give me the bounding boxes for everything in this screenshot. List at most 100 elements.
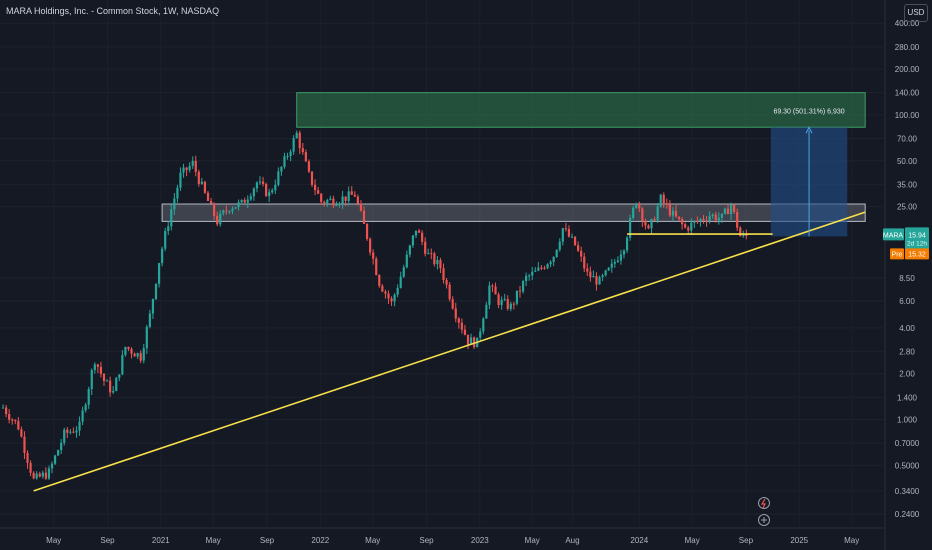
candle-body — [405, 254, 408, 268]
candle-body — [714, 214, 717, 221]
candle-body — [607, 267, 610, 271]
plus-icon[interactable] — [758, 514, 770, 526]
candle-body — [53, 455, 57, 464]
lightning-icon[interactable] — [758, 497, 770, 509]
candle-body — [350, 191, 353, 195]
candle-body — [121, 354, 124, 375]
candle-body — [586, 268, 589, 272]
candle-body — [243, 199, 246, 203]
candle-body — [231, 208, 234, 212]
candle-body — [292, 138, 295, 152]
candle-body — [616, 260, 619, 262]
candle-body — [668, 204, 671, 216]
candle-body — [124, 346, 127, 355]
candle-body — [96, 364, 99, 367]
candle-body — [454, 308, 457, 319]
candle-body — [323, 201, 326, 204]
y-tick-label: 70.00 — [897, 135, 918, 144]
candle-body — [78, 421, 81, 431]
candle-body — [723, 208, 727, 214]
candle-body — [179, 172, 182, 188]
resistance-zone — [161, 203, 866, 222]
candle-body — [610, 263, 613, 268]
plus-icon-ring — [758, 514, 770, 526]
candle-body — [473, 337, 476, 348]
candle-body — [601, 275, 604, 278]
candle-body — [421, 232, 424, 242]
candle-body — [359, 203, 363, 211]
candle-body — [485, 304, 488, 319]
candle-body — [365, 223, 369, 239]
candle-body — [326, 200, 329, 204]
candle-body — [167, 226, 170, 231]
candle-body — [632, 207, 635, 218]
candle-body — [696, 221, 699, 223]
candle-body — [525, 275, 528, 282]
candle-body — [154, 283, 158, 300]
candle-body — [589, 271, 592, 278]
candle-body — [442, 268, 445, 280]
candle-body — [307, 161, 311, 172]
symbol-tag — [883, 228, 904, 241]
candle-body — [57, 450, 60, 456]
candle-body — [408, 245, 411, 255]
y-tick-label: 280.00 — [895, 43, 920, 52]
projection-label: 69.30 (501.31%) 6,930 — [773, 108, 844, 115]
candle-body — [209, 200, 213, 204]
pre-price-tag — [905, 248, 929, 260]
candle-body — [268, 192, 271, 197]
candle-body — [665, 203, 668, 205]
candle-body — [213, 203, 216, 216]
candle-body — [457, 318, 460, 323]
candle-body — [191, 160, 194, 166]
candle-body — [87, 389, 90, 405]
candle-body — [301, 148, 304, 153]
candle-body — [170, 209, 173, 227]
candle-body — [650, 219, 653, 229]
candle-body — [139, 353, 142, 361]
lightning-icon-glyph — [760, 498, 766, 509]
candle-body — [521, 281, 525, 292]
y-tick-label: 4.00 — [899, 324, 915, 333]
x-tick-label: 2025 — [790, 536, 808, 545]
candle-body — [598, 277, 601, 285]
candle-body — [540, 267, 543, 269]
candle-body — [329, 198, 332, 201]
candle-body — [567, 229, 571, 237]
candle-body — [206, 192, 210, 201]
candle-body — [173, 198, 176, 210]
candle-body — [23, 436, 26, 453]
candle-body — [534, 270, 537, 272]
candle-body — [372, 252, 375, 259]
candle-body — [362, 210, 366, 224]
candle-body — [619, 254, 623, 261]
candle-body — [14, 419, 17, 422]
candle-body — [258, 181, 262, 183]
candle-body — [387, 293, 390, 299]
candle-body — [203, 181, 207, 193]
candle-body — [613, 261, 616, 264]
countdown-label: 2d 12h — [907, 240, 927, 247]
candle-body — [561, 228, 564, 242]
candle-body — [261, 181, 265, 184]
candle-body — [81, 410, 84, 422]
candle-body — [460, 322, 463, 330]
candle-body — [66, 429, 69, 433]
plus-icon-glyph — [761, 517, 767, 523]
candle-body — [164, 230, 167, 249]
candle-body — [506, 299, 509, 309]
candle-body — [102, 373, 106, 381]
currency-button[interactable]: USD — [904, 4, 928, 22]
candle-body — [497, 294, 500, 306]
pre-label: Pre — [892, 251, 903, 258]
candle-body — [702, 219, 705, 221]
candle-body — [194, 160, 197, 172]
y-tick-label: 400.00 — [895, 19, 920, 28]
y-tick-label: 1.000 — [897, 416, 918, 425]
candle-body — [200, 181, 203, 184]
drawn-lines: 69.30 (501.31%) 6,930 — [33, 108, 866, 492]
candle-body — [115, 377, 118, 392]
candle-body — [491, 285, 494, 287]
